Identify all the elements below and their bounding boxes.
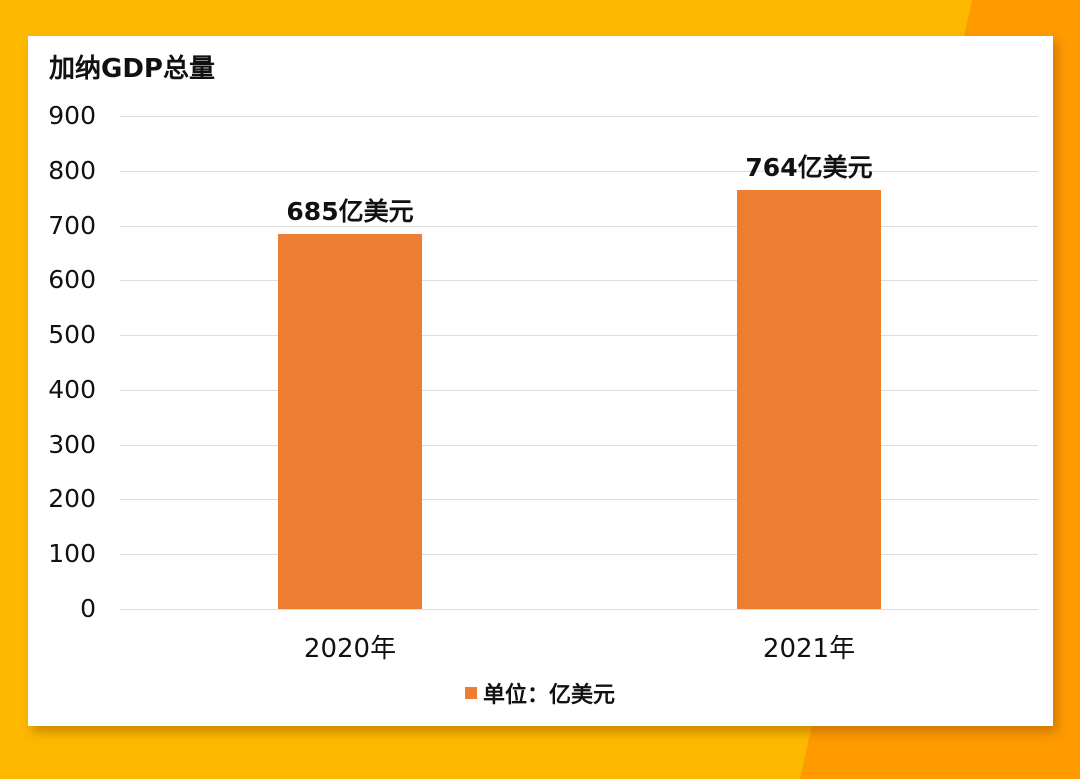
gridline xyxy=(120,444,1038,446)
y-tick-label: 0 xyxy=(80,594,96,623)
y-tick-label: 500 xyxy=(48,320,96,350)
gridline xyxy=(120,554,1038,556)
y-tick-label: 700 xyxy=(48,210,96,240)
y-tick-label: 100 xyxy=(48,539,96,569)
gridline xyxy=(120,389,1038,391)
y-tick-label: 200 xyxy=(48,484,96,514)
data-label: 764亿美元 xyxy=(745,153,873,183)
y-tick-label: 600 xyxy=(48,265,96,295)
y-tick-label: 800 xyxy=(48,155,96,185)
legend-swatch xyxy=(465,687,477,699)
y-tick-label: 400 xyxy=(48,374,96,404)
y-tick-label: 900 xyxy=(48,101,96,130)
x-tick-label: 2020年 xyxy=(303,634,397,664)
gridline xyxy=(120,499,1038,501)
x-tick-label: 2021年 xyxy=(762,634,856,664)
legend-label: 单位：亿美元 xyxy=(483,683,616,708)
bar-2021年[interactable] xyxy=(737,190,881,609)
bar-2020年[interactable] xyxy=(278,233,422,609)
gridline xyxy=(120,225,1038,227)
data-label: 685亿美元 xyxy=(286,196,414,226)
gridline xyxy=(120,170,1038,172)
chart-title: 加纳GDP总量 xyxy=(49,54,215,84)
legend: 单位：亿美元 xyxy=(465,677,615,709)
chart-card: 加纳GDP总量 0 100 200 300 400 500 600 700 800 900 685… xyxy=(28,36,1053,726)
y-tick-label: 300 xyxy=(48,429,96,459)
gridline xyxy=(120,335,1038,337)
gridline xyxy=(120,609,1038,610)
gridline xyxy=(120,280,1038,282)
gridline xyxy=(120,116,1038,117)
